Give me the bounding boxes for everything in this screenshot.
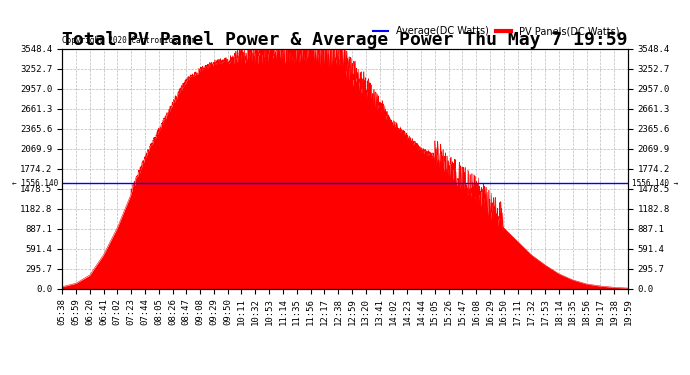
Title: Total PV Panel Power & Average Power Thu May 7 19:59: Total PV Panel Power & Average Power Thu… xyxy=(62,31,628,49)
Legend: Average(DC Watts), PV Panels(DC Watts): Average(DC Watts), PV Panels(DC Watts) xyxy=(369,22,623,40)
Text: 1556.140 →: 1556.140 → xyxy=(632,179,678,188)
Text: Copyright 2020 Cartronics.com: Copyright 2020 Cartronics.com xyxy=(62,36,196,45)
Text: ← 1556.140: ← 1556.140 xyxy=(12,179,58,188)
